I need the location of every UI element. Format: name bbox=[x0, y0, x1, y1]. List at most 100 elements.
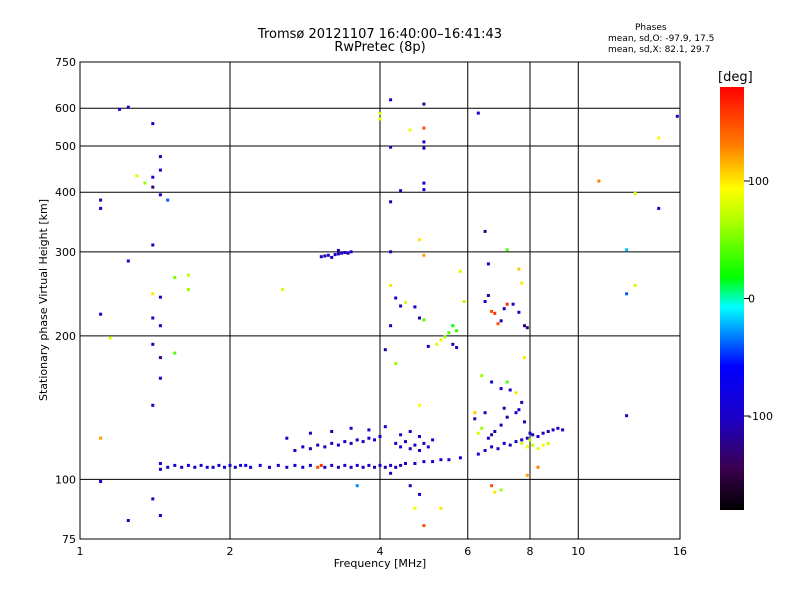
data-point bbox=[536, 447, 540, 451]
data-point bbox=[413, 305, 417, 309]
data-point bbox=[447, 458, 451, 462]
data-point bbox=[408, 484, 412, 488]
data-point bbox=[514, 391, 518, 395]
data-point bbox=[285, 436, 289, 440]
data-point bbox=[399, 433, 403, 437]
data-point bbox=[389, 463, 393, 467]
data-point bbox=[323, 465, 327, 469]
data-point bbox=[657, 206, 661, 210]
colorbar-tick-label: 100 bbox=[748, 175, 769, 188]
y-axis-label: Stationary phase Virtual Height [km] bbox=[37, 199, 50, 401]
data-point bbox=[99, 198, 103, 202]
data-point bbox=[490, 433, 494, 437]
data-point bbox=[126, 259, 130, 263]
data-point bbox=[404, 462, 407, 465]
data-point bbox=[422, 460, 426, 464]
data-point bbox=[389, 471, 393, 475]
data-point bbox=[458, 269, 462, 273]
data-point bbox=[330, 255, 334, 259]
data-point bbox=[483, 449, 487, 452]
data-point bbox=[505, 415, 509, 419]
data-point bbox=[343, 440, 347, 444]
y-tick-label: 750 bbox=[55, 56, 76, 69]
colorbar-tick-label: -100 bbox=[748, 410, 773, 423]
colorbar-ticks: 100 0 -100 bbox=[744, 175, 773, 423]
data-point bbox=[199, 463, 203, 467]
data-point bbox=[330, 463, 334, 467]
data-point bbox=[276, 463, 280, 467]
data-point bbox=[249, 465, 253, 469]
data-point bbox=[99, 312, 103, 316]
phase-stats-o: mean, sd,O: -97.9, 17.5 bbox=[608, 34, 715, 44]
data-point bbox=[349, 465, 353, 469]
data-point bbox=[418, 449, 421, 452]
data-point bbox=[483, 300, 487, 303]
y-tick-label: 75 bbox=[62, 533, 76, 546]
data-point bbox=[173, 276, 177, 279]
data-point bbox=[399, 189, 403, 193]
data-point bbox=[517, 408, 521, 412]
data-point bbox=[158, 514, 162, 517]
data-point bbox=[422, 102, 426, 106]
data-point bbox=[502, 307, 506, 311]
data-point bbox=[308, 463, 312, 467]
data-point bbox=[657, 136, 661, 140]
y-tick-label: 600 bbox=[55, 102, 76, 115]
data-point bbox=[505, 380, 509, 384]
data-point bbox=[499, 319, 503, 323]
data-point bbox=[483, 411, 487, 415]
data-point bbox=[118, 107, 121, 111]
data-point bbox=[373, 438, 376, 442]
data-point bbox=[349, 250, 353, 254]
data-point bbox=[476, 452, 480, 456]
data-point bbox=[413, 506, 417, 510]
data-point bbox=[158, 155, 162, 159]
data-point bbox=[483, 229, 487, 233]
data-point bbox=[625, 414, 629, 418]
data-point bbox=[404, 300, 407, 304]
data-point bbox=[493, 430, 497, 433]
data-point bbox=[525, 473, 529, 477]
data-point bbox=[520, 281, 524, 285]
data-point bbox=[319, 463, 323, 467]
data-point bbox=[217, 463, 221, 467]
data-point bbox=[536, 465, 540, 469]
data-point bbox=[422, 140, 426, 144]
data-point bbox=[367, 436, 371, 440]
data-point bbox=[186, 288, 190, 292]
data-point bbox=[439, 506, 443, 510]
data-point bbox=[514, 411, 518, 415]
data-point bbox=[451, 342, 455, 346]
data-point bbox=[476, 431, 480, 435]
data-point bbox=[330, 430, 334, 433]
data-point bbox=[151, 185, 155, 189]
x-axis-ticks: 1 2 4 6 8 10 16 bbox=[77, 545, 688, 558]
data-point bbox=[523, 356, 526, 360]
data-point bbox=[408, 447, 412, 451]
data-point bbox=[523, 420, 526, 424]
colorbar-unit-label: [deg] bbox=[718, 70, 753, 85]
data-point bbox=[520, 441, 524, 445]
data-point bbox=[493, 311, 497, 315]
data-point bbox=[394, 465, 398, 469]
data-point bbox=[233, 465, 237, 469]
data-point bbox=[151, 292, 155, 296]
data-point bbox=[422, 181, 426, 185]
data-point bbox=[517, 310, 521, 314]
data-point bbox=[158, 467, 162, 471]
data-point bbox=[151, 342, 155, 346]
data-point bbox=[399, 304, 403, 308]
data-point bbox=[389, 200, 393, 204]
data-point bbox=[633, 284, 637, 287]
y-tick-label: 400 bbox=[55, 186, 76, 199]
data-point bbox=[490, 309, 494, 313]
data-point bbox=[447, 331, 451, 335]
x-tick-label: 8 bbox=[527, 545, 534, 558]
data-point bbox=[389, 145, 393, 149]
data-point bbox=[422, 126, 426, 130]
data-point bbox=[455, 346, 459, 349]
data-point bbox=[511, 302, 515, 306]
data-point bbox=[422, 146, 426, 150]
data-point bbox=[486, 294, 490, 297]
